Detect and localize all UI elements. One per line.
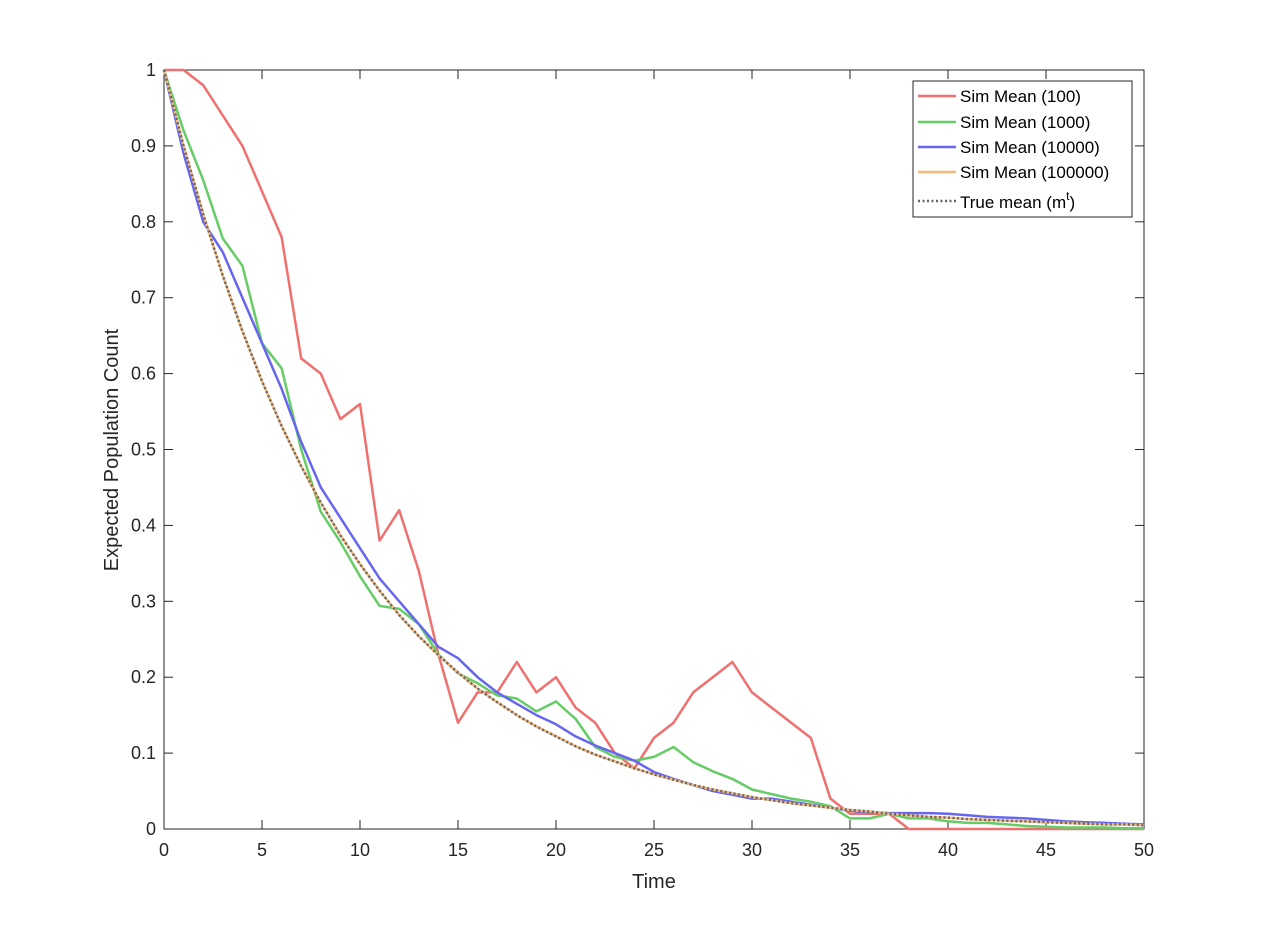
x-tick-label: 20 xyxy=(546,840,566,860)
y-tick-label: 0.5 xyxy=(131,440,156,460)
x-axis-label: Time xyxy=(632,871,676,893)
series-line-0 xyxy=(164,68,1144,831)
x-tick-label: 50 xyxy=(1134,840,1154,860)
series-line-1 xyxy=(162,69,1144,830)
y-tick-label: 0 xyxy=(146,819,156,839)
y-tick-label: 0.4 xyxy=(131,515,156,535)
legend-box xyxy=(912,80,1133,218)
legend-label-sim-10000: Sim Mean (10000) xyxy=(960,138,1100,157)
x-tick-label: 45 xyxy=(1036,840,1056,860)
legend-label-sim-1000: Sim Mean (1000) xyxy=(960,113,1090,132)
x-tick-label: 40 xyxy=(938,840,958,860)
series-line-4 xyxy=(162,69,1145,827)
x-tick-label: 0 xyxy=(159,840,169,860)
y-axis: 0 0.1 0.2 0.3 0.4 0.5 0.6 0.7 0.8 0.9 1 xyxy=(131,60,1144,839)
y-tick-label: 1 xyxy=(146,60,156,80)
legend-label-sim-100000: Sim Mean (100000) xyxy=(960,163,1109,182)
y-tick-label: 0.9 xyxy=(131,136,156,156)
x-tick-label: 35 xyxy=(840,840,860,860)
series-lines xyxy=(162,68,1145,831)
y-tick-label: 0.1 xyxy=(131,743,156,763)
y-tick-label: 0.7 xyxy=(131,288,156,308)
y-tick-label: 0.3 xyxy=(131,591,156,611)
y-tick-label: 0.6 xyxy=(131,364,156,384)
legend: Sim Mean (100) Sim Mean (1000) Sim Mean … xyxy=(912,80,1133,218)
legend-label-true-mean: True mean (mt) xyxy=(960,189,1075,212)
x-tick-label: 30 xyxy=(742,840,762,860)
legend-label-true-mean-suffix: ) xyxy=(1069,193,1075,212)
y-tick-label: 0.2 xyxy=(131,667,156,687)
y-axis-label: Expected Population Count xyxy=(101,328,123,571)
x-tick-label: 25 xyxy=(644,840,664,860)
x-tick-label: 5 xyxy=(257,840,267,860)
legend-label-sim-100: Sim Mean (100) xyxy=(960,87,1081,106)
x-tick-label: 10 xyxy=(350,840,370,860)
x-tick-label: 15 xyxy=(448,840,468,860)
y-tick-label: 0.8 xyxy=(131,212,156,232)
legend-label-true-mean-sup: t xyxy=(1066,189,1070,203)
legend-label-true-mean-text: True mean (m xyxy=(960,193,1066,212)
x-axis: 0 5 10 15 20 25 30 35 40 45 50 xyxy=(159,70,1154,860)
series-line-2 xyxy=(162,69,1145,826)
